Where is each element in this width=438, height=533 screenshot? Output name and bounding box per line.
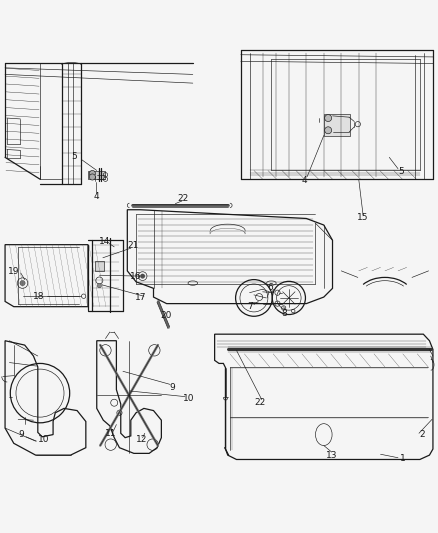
Text: 7: 7 bbox=[247, 302, 253, 311]
Text: 5: 5 bbox=[71, 152, 77, 161]
Text: 16: 16 bbox=[130, 272, 142, 280]
Text: 14: 14 bbox=[99, 237, 110, 246]
Circle shape bbox=[89, 171, 95, 176]
Text: 5: 5 bbox=[399, 167, 404, 176]
Text: 19: 19 bbox=[8, 267, 20, 276]
Circle shape bbox=[325, 115, 332, 122]
Polygon shape bbox=[324, 114, 350, 135]
Text: 9: 9 bbox=[170, 383, 175, 392]
Text: 4: 4 bbox=[93, 192, 99, 201]
Circle shape bbox=[325, 127, 332, 134]
Text: 6: 6 bbox=[268, 283, 273, 292]
Text: 18: 18 bbox=[33, 292, 45, 301]
Text: 12: 12 bbox=[136, 435, 147, 445]
Text: 15: 15 bbox=[357, 213, 369, 222]
Text: 10: 10 bbox=[183, 394, 194, 403]
FancyBboxPatch shape bbox=[95, 261, 104, 271]
Text: 21: 21 bbox=[127, 241, 138, 250]
Text: 1: 1 bbox=[399, 454, 405, 463]
Text: 17: 17 bbox=[134, 294, 146, 302]
Circle shape bbox=[97, 284, 102, 288]
Text: 20: 20 bbox=[160, 311, 171, 320]
Polygon shape bbox=[88, 171, 106, 179]
Text: 9: 9 bbox=[19, 430, 25, 439]
Circle shape bbox=[141, 274, 145, 278]
Text: 22: 22 bbox=[177, 195, 189, 203]
Text: 10: 10 bbox=[38, 435, 49, 445]
Text: 8: 8 bbox=[282, 309, 287, 318]
Circle shape bbox=[20, 280, 25, 286]
Text: 13: 13 bbox=[326, 450, 337, 459]
Text: 4: 4 bbox=[301, 175, 307, 184]
Text: 22: 22 bbox=[255, 398, 266, 407]
Text: 11: 11 bbox=[105, 429, 117, 438]
Circle shape bbox=[89, 174, 95, 180]
Text: 2: 2 bbox=[419, 430, 425, 439]
